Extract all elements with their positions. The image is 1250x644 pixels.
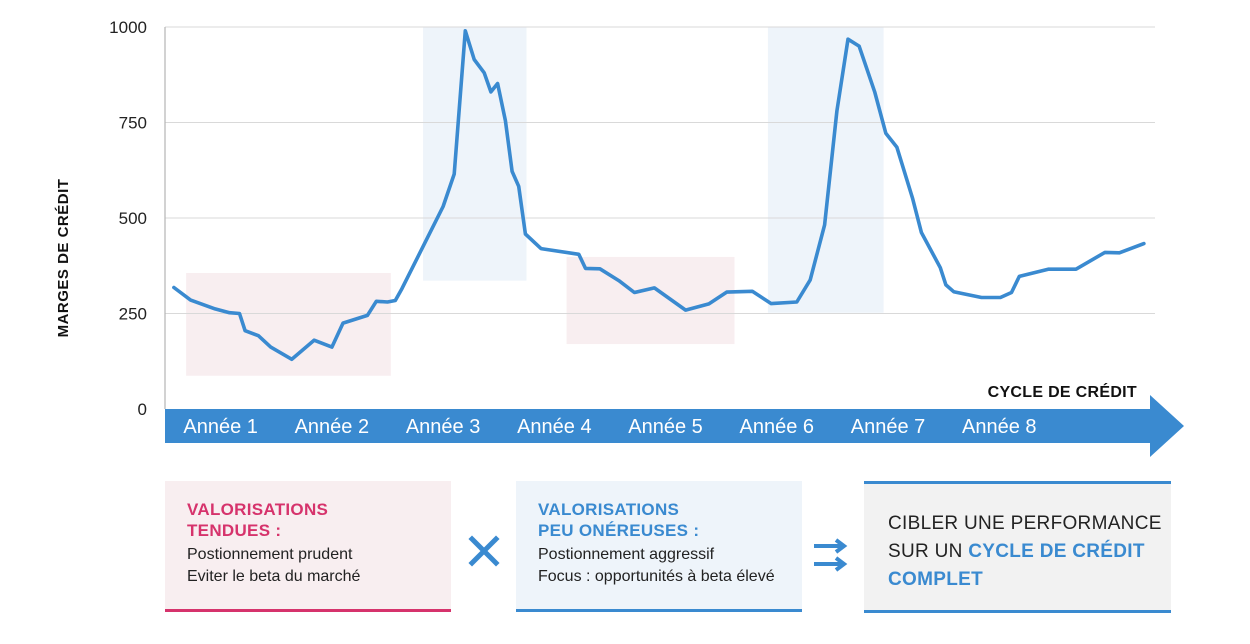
- gridlines: [165, 26, 1155, 314]
- onereuses-title-1: VALORISATIONS: [538, 500, 680, 519]
- series-line-1: [172, 29, 1146, 362]
- conclusion-line-3: COMPLET: [888, 569, 983, 590]
- y-tick-750: 750: [119, 114, 147, 133]
- conclusion-line-2: SUR UN CYCLE DE CRÉDIT: [888, 538, 1171, 566]
- conclusion-line-2-bold: CYCLE DE CRÉDIT: [968, 541, 1145, 562]
- tendues-title-1: VALORISATIONS: [187, 500, 329, 519]
- onereuses-title-2: PEU ONÉREUSES :: [538, 521, 700, 540]
- year-label-4: Année 4: [517, 416, 592, 438]
- double-arrow-icon: [814, 538, 848, 572]
- year-label-5: Année 5: [628, 416, 703, 438]
- spread-series: [172, 29, 1146, 362]
- year-label-8: Année 8: [962, 416, 1037, 438]
- highlight-zone-tendues-3: [566, 256, 735, 345]
- y-axis-label: MARGES DE CRÉDIT: [55, 179, 72, 338]
- year-label-6: Année 6: [740, 416, 815, 438]
- conclusion-box: CIBLER UNE PERFORMANCE SUR UN CYCLE DE C…: [864, 481, 1171, 613]
- year-label-3: Année 3: [406, 416, 481, 438]
- conclusion-line-1: CIBLER UNE PERFORMANCE: [888, 513, 1162, 534]
- legend-onereuses-box: VALORISATIONS PEU ONÉREUSES : Postionnem…: [516, 481, 802, 612]
- tendues-line-1: Postionnement prudent: [187, 546, 353, 563]
- highlight-zone-tendues-1: [186, 273, 391, 376]
- onereuses-line-2: Focus : opportunités à beta élevé: [538, 568, 775, 585]
- cycle-arrow-shape: [165, 395, 1184, 457]
- tendues-line-2: Eviter le beta du marché: [187, 568, 361, 585]
- y-tick-250: 250: [119, 305, 147, 324]
- credit-cycle-chart: 0 250 500 750 1000 MARGES DE CRÉDIT CYCLE DE…: [55, 18, 1184, 457]
- year-labels: Année 1 Année 2 Année 3 Année 4 Année 5 Année…: [183, 416, 1036, 438]
- multiply-icon: [468, 535, 500, 567]
- onereuses-line-1: Postionnement aggressif: [538, 546, 715, 563]
- y-tick-labels: 0 250 500 750 1000: [109, 18, 147, 419]
- highlight-zones: [186, 27, 884, 376]
- cycle-arrow: [165, 395, 1184, 457]
- legend-tendues-box: VALORISATIONS TENDUES : Postionnement pr…: [165, 481, 451, 612]
- year-label-1: Année 1: [183, 416, 258, 438]
- year-label-2: Année 2: [295, 416, 370, 438]
- y-tick-500: 500: [119, 209, 147, 228]
- year-label-7: Année 7: [851, 416, 926, 438]
- y-tick-0: 0: [138, 400, 147, 419]
- highlight-zone-onereuses-4: [767, 27, 884, 313]
- conclusion-line-2-plain: SUR UN: [888, 541, 969, 562]
- y-tick-1000: 1000: [109, 18, 147, 37]
- tendues-title-2: TENDUES :: [187, 521, 282, 540]
- x-axis-label: CYCLE DE CRÉDIT: [988, 382, 1137, 401]
